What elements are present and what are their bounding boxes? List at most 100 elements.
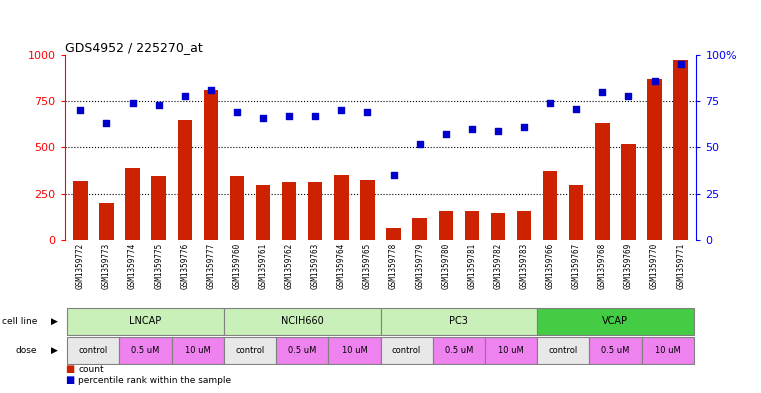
Point [126, 100, 139, 106]
Point [597, 89, 609, 95]
Bar [491, 213, 505, 240]
Text: GSM1359768: GSM1359768 [598, 243, 607, 289]
Bar [537, 338, 589, 364]
Bar [485, 338, 537, 364]
Point [648, 78, 661, 84]
Bar [282, 182, 296, 240]
Bar [438, 211, 453, 240]
Text: GSM1359767: GSM1359767 [572, 243, 581, 289]
Bar [334, 175, 349, 240]
Text: PC3: PC3 [449, 316, 468, 326]
Text: cell line: cell line [2, 317, 37, 326]
Text: GSM1359770: GSM1359770 [650, 243, 659, 289]
Bar [589, 338, 642, 364]
Bar [230, 176, 244, 240]
Text: GSM1359762: GSM1359762 [285, 243, 294, 289]
Bar [465, 211, 479, 240]
Bar [537, 308, 694, 334]
Bar [673, 60, 688, 240]
Text: LNCAP: LNCAP [129, 316, 162, 326]
Bar [204, 90, 218, 240]
Text: GSM1359777: GSM1359777 [206, 243, 215, 289]
Point [413, 141, 425, 147]
Bar [595, 123, 610, 240]
Bar [151, 176, 166, 240]
Text: ■: ■ [65, 364, 74, 375]
Text: VCAP: VCAP [603, 316, 629, 326]
Text: GSM1359771: GSM1359771 [677, 243, 685, 289]
Text: ■: ■ [65, 375, 74, 386]
Text: GSM1359779: GSM1359779 [416, 243, 424, 289]
Point [231, 109, 243, 116]
Bar [256, 185, 270, 240]
Text: GSM1359760: GSM1359760 [232, 243, 241, 289]
Bar [99, 203, 113, 240]
Text: GSM1359778: GSM1359778 [389, 243, 398, 289]
Point [75, 107, 87, 114]
Bar [360, 180, 374, 240]
Bar [387, 228, 401, 240]
Bar [67, 338, 119, 364]
Bar [224, 308, 380, 334]
Text: GSM1359761: GSM1359761 [259, 243, 268, 289]
Text: 10 uM: 10 uM [185, 346, 211, 354]
Bar [308, 182, 323, 240]
Point [440, 131, 452, 138]
Text: GSM1359782: GSM1359782 [493, 243, 502, 289]
Text: control: control [549, 346, 578, 354]
Text: GSM1359773: GSM1359773 [102, 243, 111, 289]
Text: GSM1359769: GSM1359769 [624, 243, 633, 289]
Point [387, 172, 400, 178]
Text: 0.5 uM: 0.5 uM [444, 346, 473, 354]
Text: GSM1359780: GSM1359780 [441, 243, 451, 289]
Bar [642, 338, 694, 364]
Text: 0.5 uM: 0.5 uM [132, 346, 160, 354]
Point [257, 115, 269, 121]
Bar [119, 338, 172, 364]
Text: count: count [78, 365, 104, 374]
Point [309, 113, 321, 119]
Bar [380, 308, 537, 334]
Bar [380, 338, 433, 364]
Text: ▶: ▶ [51, 317, 58, 326]
Point [205, 87, 217, 93]
Text: GSM1359776: GSM1359776 [180, 243, 189, 289]
Bar [276, 338, 328, 364]
Bar [621, 144, 635, 240]
Text: GSM1359763: GSM1359763 [310, 243, 320, 289]
Text: GSM1359775: GSM1359775 [154, 243, 163, 289]
Text: GDS4952 / 225270_at: GDS4952 / 225270_at [65, 41, 202, 54]
Text: GSM1359772: GSM1359772 [76, 243, 84, 289]
Point [674, 61, 686, 67]
Bar [224, 338, 276, 364]
Text: 10 uM: 10 uM [654, 346, 680, 354]
Point [100, 120, 113, 127]
Bar [648, 79, 662, 240]
Bar [67, 308, 224, 334]
Point [466, 126, 478, 132]
Point [179, 92, 191, 99]
Text: percentile rank within the sample: percentile rank within the sample [78, 376, 231, 385]
Bar [177, 119, 192, 240]
Text: control: control [235, 346, 265, 354]
Text: 0.5 uM: 0.5 uM [288, 346, 317, 354]
Text: 10 uM: 10 uM [342, 346, 368, 354]
Text: ▶: ▶ [51, 346, 58, 355]
Point [518, 124, 530, 130]
Point [622, 92, 635, 99]
Text: NCIH660: NCIH660 [281, 316, 323, 326]
Point [492, 128, 504, 134]
Text: GSM1359783: GSM1359783 [520, 243, 529, 289]
Bar [569, 185, 584, 240]
Point [361, 109, 374, 116]
Bar [328, 338, 380, 364]
Text: 10 uM: 10 uM [498, 346, 524, 354]
Bar [126, 168, 140, 240]
Text: control: control [79, 346, 108, 354]
Bar [517, 211, 531, 240]
Text: GSM1359764: GSM1359764 [337, 243, 345, 289]
Point [544, 100, 556, 106]
Bar [433, 338, 485, 364]
Bar [172, 338, 224, 364]
Bar [73, 181, 88, 240]
